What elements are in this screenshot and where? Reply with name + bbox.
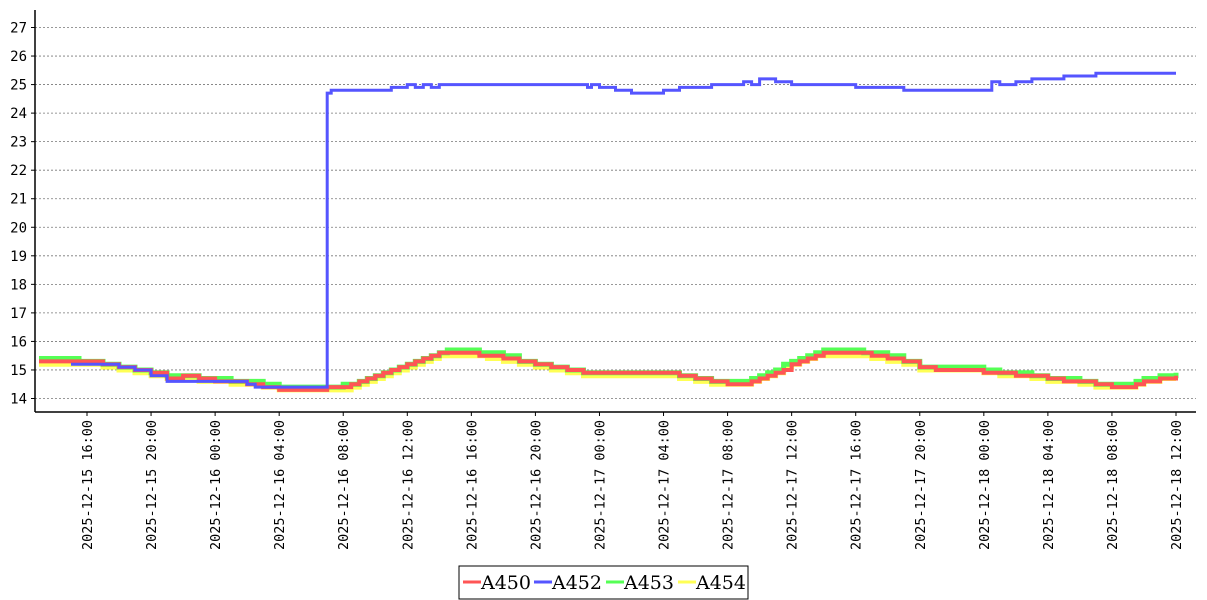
x-tick-label: 2025-12-16 16:00	[464, 420, 480, 550]
y-tick-label: 14	[10, 392, 27, 408]
x-tick-label: 2025-12-16 20:00	[528, 420, 544, 550]
y-tick-label: 21	[10, 192, 27, 208]
y-tick-label: 23	[10, 135, 27, 151]
y-tick-label: 17	[10, 306, 27, 322]
x-tick-label: 2025-12-17 04:00	[657, 420, 673, 550]
x-tick-label: 2025-12-17 12:00	[785, 420, 801, 550]
y-tick-label: 26	[10, 49, 27, 65]
x-tick-label: 2025-12-17 20:00	[913, 420, 929, 550]
x-tick-label: 2025-12-16 00:00	[208, 420, 224, 550]
series-layer	[39, 71, 1179, 393]
x-tick-label: 2025-12-15 20:00	[144, 420, 160, 550]
x-tick-label: 2025-12-16 04:00	[272, 420, 288, 550]
axes	[34, 10, 1196, 413]
x-tick-label: 2025-12-17 08:00	[721, 420, 737, 550]
legend-label-a453: A453	[623, 572, 674, 594]
x-tick-label: 2025-12-18 04:00	[1041, 420, 1057, 550]
legend-label-a454: A454	[695, 572, 746, 594]
x-tick-label: 2025-12-16 08:00	[336, 420, 352, 550]
series-line-a450	[39, 350, 1178, 392]
x-tick-label: 2025-12-17 00:00	[592, 420, 608, 550]
x-tick-labels: 2025-12-15 16:00 2025-12-15 20:00 2025-12-…	[80, 412, 1185, 550]
legend: A450 A452 A453 A454	[458, 565, 749, 600]
y-tick-label: 16	[10, 334, 27, 350]
grid-lines	[35, 27, 1196, 399]
y-tick-labels: 14 15 16 17 18 19 20 21 22 23 24 25 26 27	[10, 21, 35, 408]
y-tick-label: 22	[10, 163, 27, 179]
x-tick-label: 2025-12-18 08:00	[1105, 420, 1121, 550]
legend-label-a450: A450	[480, 572, 531, 594]
x-tick-label: 2025-12-18 00:00	[977, 420, 993, 550]
y-tick-label: 24	[10, 106, 27, 122]
y-tick-label: 18	[10, 277, 27, 293]
y-tick-label: 25	[10, 78, 27, 94]
y-tick-label: 19	[10, 249, 27, 265]
series-line-a452	[71, 71, 1176, 389]
x-tick-label: 2025-12-16 12:00	[400, 420, 416, 550]
x-tick-label: 2025-12-18 12:00	[1169, 420, 1185, 550]
y-tick-label: 20	[10, 220, 27, 236]
legend-label-a452: A452	[551, 572, 602, 594]
y-tick-label: 27	[10, 21, 27, 37]
legend-box	[458, 565, 749, 600]
x-tick-label: 2025-12-15 16:00	[80, 420, 96, 550]
x-tick-label: 2025-12-17 16:00	[849, 420, 865, 550]
y-tick-label: 15	[10, 363, 27, 379]
